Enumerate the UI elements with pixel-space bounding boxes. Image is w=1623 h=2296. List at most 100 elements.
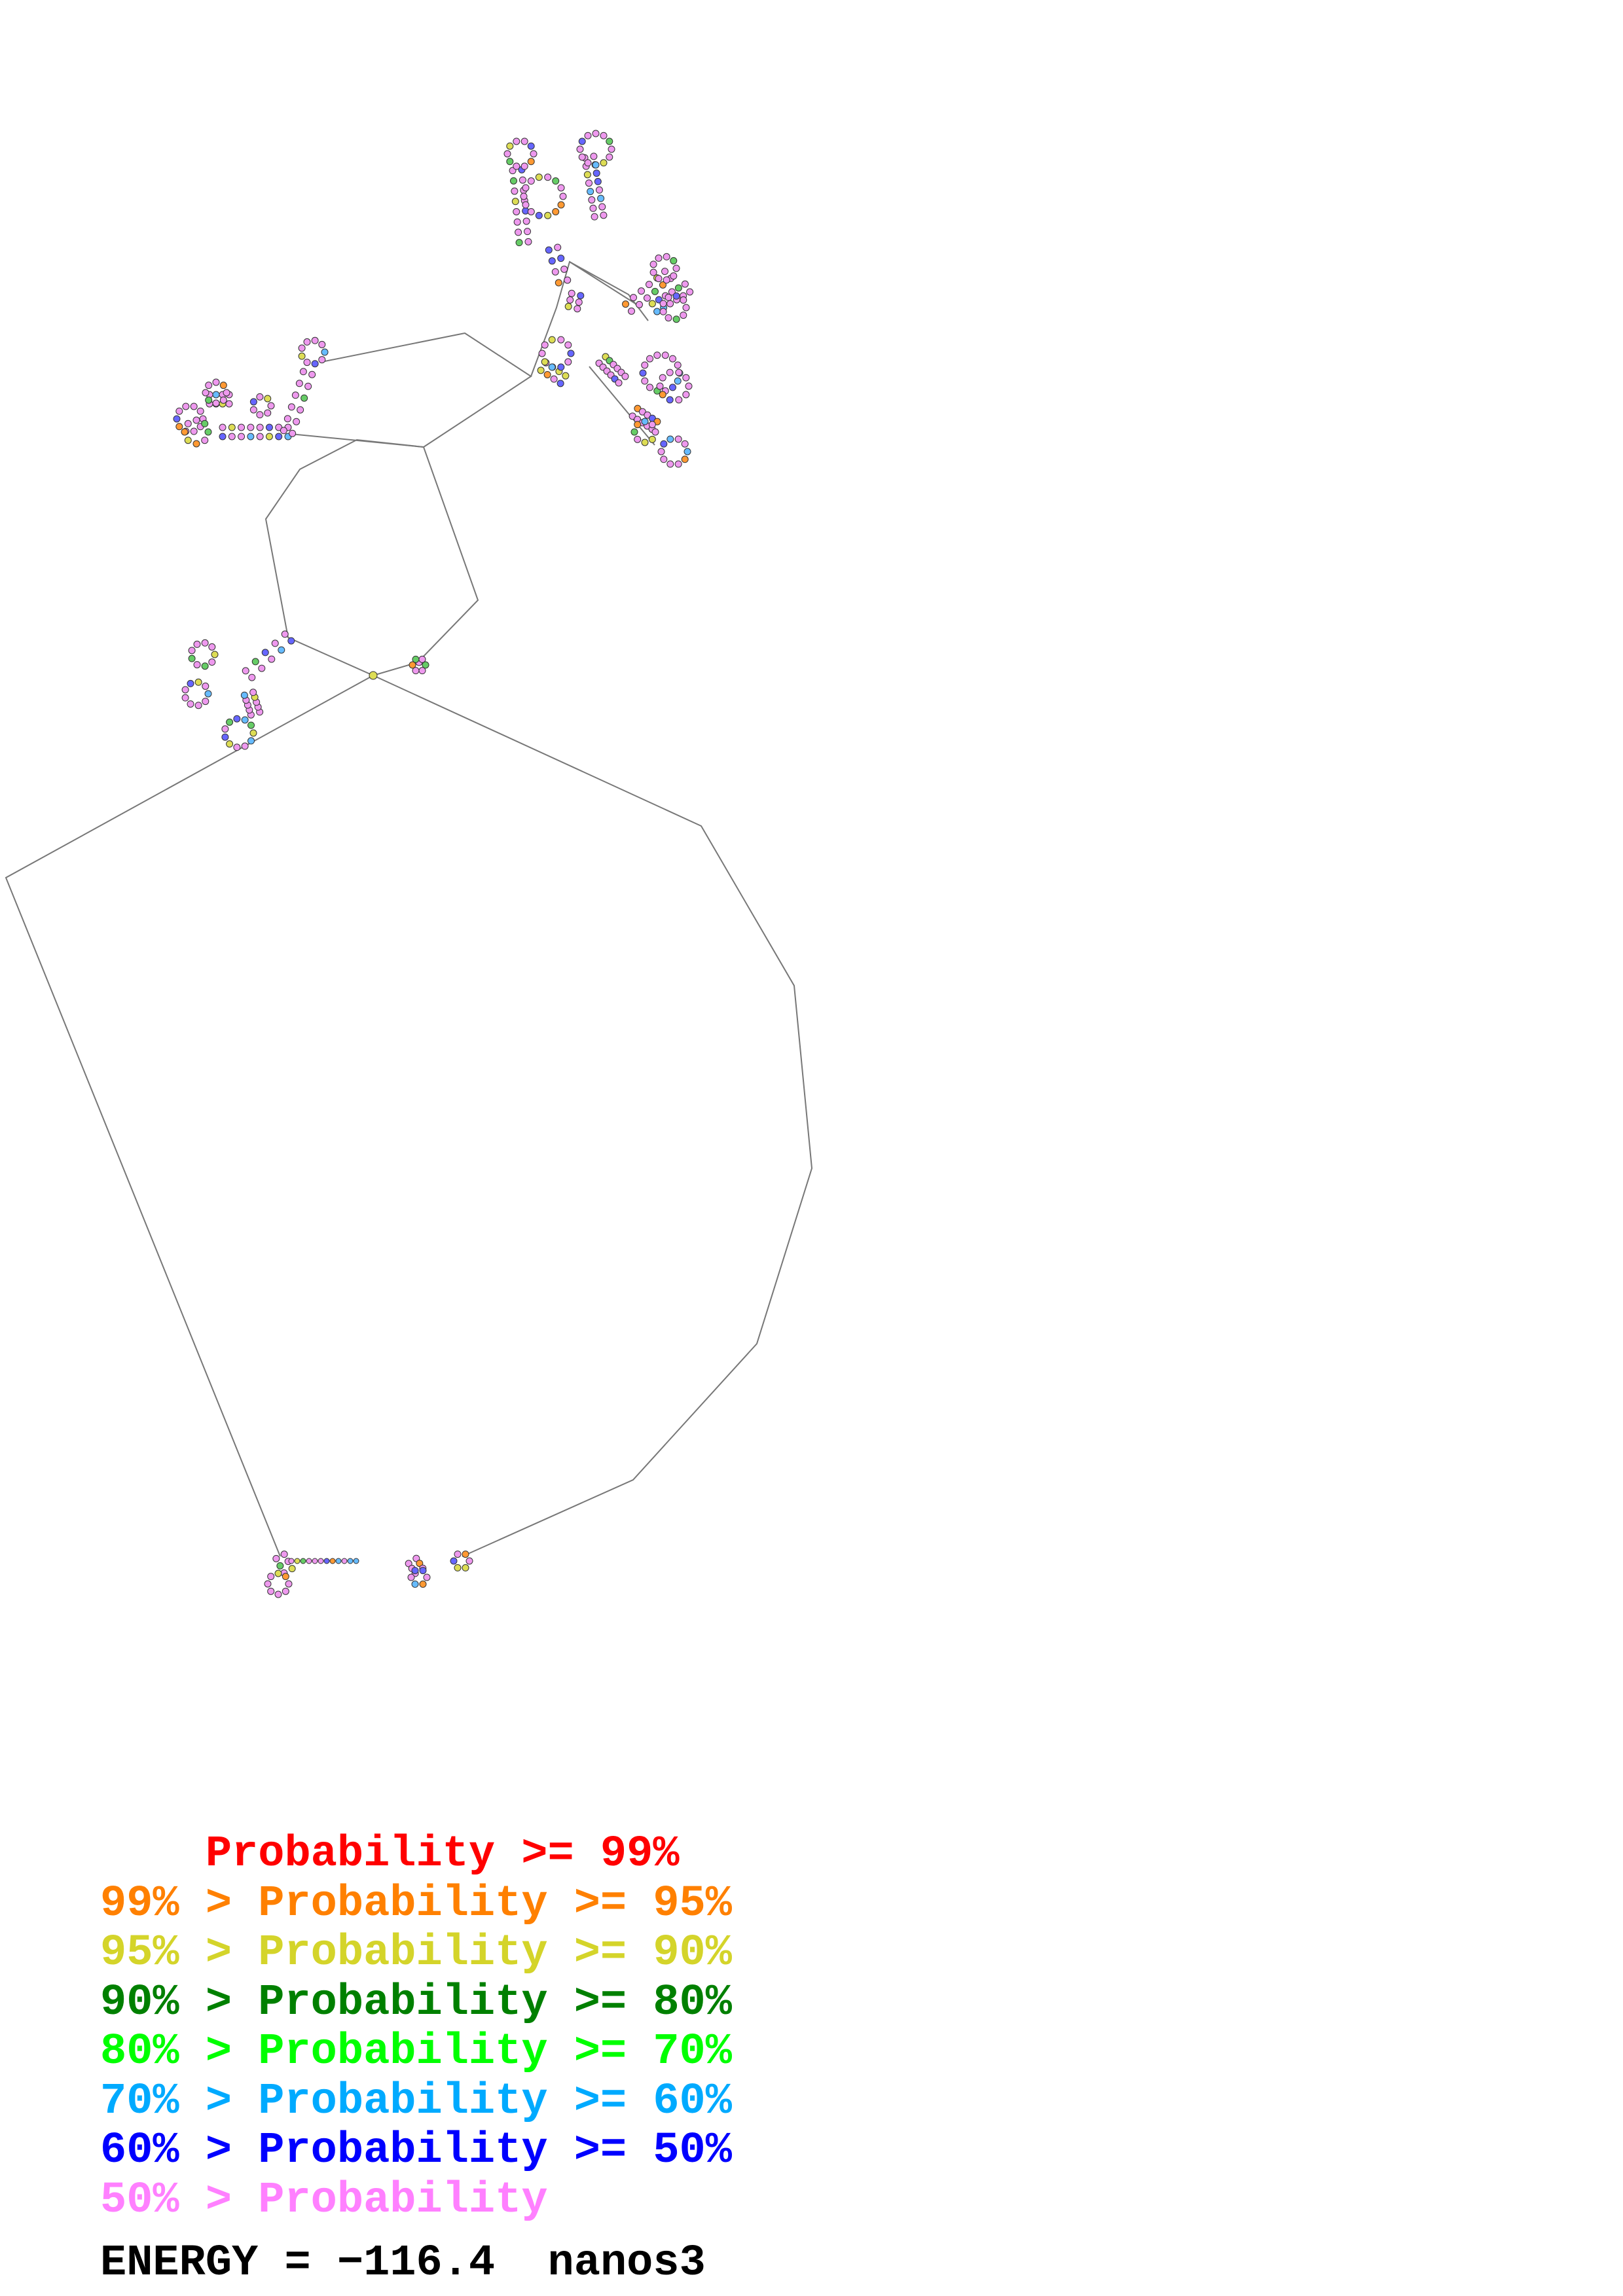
- nucleotide: [267, 1573, 275, 1581]
- nucleotide: [554, 243, 562, 251]
- nucleotide: [578, 153, 586, 161]
- nucleotide: [187, 679, 194, 687]
- nucleotide: [513, 207, 520, 215]
- nucleotide: [212, 399, 220, 407]
- nucleotide: [503, 150, 511, 158]
- nucleotide: [592, 161, 600, 169]
- nucleotide: [194, 678, 202, 686]
- nucleotide: [670, 257, 678, 264]
- nucleotide: [538, 350, 546, 357]
- nucleotide: [291, 391, 299, 399]
- nucleotide: [592, 130, 600, 137]
- nucleotide: [674, 361, 682, 369]
- nucleotide: [541, 358, 549, 366]
- nucleotide: [226, 740, 234, 748]
- nucleotide: [646, 355, 654, 363]
- nucleotide: [634, 421, 642, 429]
- nucleotide: [680, 296, 687, 304]
- nucleotide: [304, 382, 312, 390]
- nucleotide: [653, 308, 661, 315]
- nucleotide: [265, 423, 273, 431]
- rna-structure-diagram: [5, 130, 813, 1598]
- nucleotide: [606, 153, 613, 161]
- nucleotide: [318, 356, 326, 364]
- nucleotide: [298, 344, 306, 352]
- nucleotide: [287, 637, 295, 645]
- nucleotide: [655, 254, 663, 262]
- nucleotide: [283, 415, 291, 423]
- legend-entry: 90% > Probability >= 80%: [100, 1978, 732, 2028]
- nucleotide: [175, 423, 183, 431]
- nucleotide: [219, 423, 227, 431]
- nucleotide: [323, 1558, 330, 1564]
- nucleotide: [278, 646, 285, 654]
- nucleotide: [674, 377, 682, 385]
- legend-range: 50% >: [100, 2175, 259, 2225]
- backbone-segment: [290, 433, 424, 448]
- nucleotide: [308, 370, 316, 378]
- nucleotide: [635, 300, 643, 308]
- nucleotide: [649, 260, 657, 268]
- nucleotides: [173, 130, 694, 1598]
- nucleotide: [275, 433, 283, 440]
- nucleotide: [412, 655, 420, 663]
- nucleotide: [369, 671, 378, 680]
- nucleotide: [583, 171, 591, 179]
- nucleotide: [659, 281, 666, 289]
- nucleotide: [564, 358, 572, 366]
- nucleotide: [462, 1564, 469, 1571]
- nucleotide: [641, 361, 649, 369]
- nucleotide: [524, 238, 532, 245]
- nucleotide: [201, 437, 209, 444]
- nucleotide: [682, 391, 690, 399]
- nucleotide: [454, 1551, 462, 1558]
- nucleotide: [591, 213, 598, 221]
- nucleotide: [606, 137, 613, 145]
- nucleotide: [201, 662, 209, 670]
- backbone-segment: [569, 261, 649, 321]
- nucleotide: [212, 391, 220, 399]
- nucleotide: [312, 1558, 318, 1564]
- nucleotide: [519, 176, 526, 184]
- nucleotide: [299, 368, 307, 376]
- backbone: [5, 260, 813, 1557]
- nucleotide: [666, 396, 674, 404]
- nucleotide: [600, 159, 608, 167]
- backbone-segment: [373, 675, 813, 1557]
- nucleotide: [589, 204, 597, 212]
- nucleotide: [541, 341, 549, 349]
- nucleotide: [584, 132, 592, 139]
- nucleotide: [622, 300, 630, 308]
- nucleotide: [648, 435, 656, 443]
- nucleotide: [454, 1564, 462, 1571]
- nucleotide: [303, 359, 311, 367]
- nucleotide: [202, 698, 210, 706]
- nucleotide: [219, 396, 227, 404]
- nucleotide: [562, 372, 570, 380]
- nucleotide: [590, 152, 598, 160]
- nucleotide: [595, 186, 603, 194]
- backbone-segment: [324, 332, 532, 448]
- nucleotide: [267, 402, 275, 410]
- nucleotide: [627, 307, 635, 315]
- nucleotide: [506, 158, 514, 166]
- nucleotide: [578, 137, 586, 145]
- energy-value: ENERGY = −116.4: [100, 2238, 496, 2288]
- nucleotide: [256, 433, 264, 440]
- nucleotide: [248, 673, 256, 681]
- legend-range: 60% >: [100, 2126, 259, 2176]
- nucleotide: [509, 177, 517, 185]
- nucleotide: [666, 435, 674, 443]
- nucleotide: [202, 682, 210, 690]
- nucleotide: [182, 403, 190, 410]
- nucleotide: [551, 268, 559, 276]
- nucleotide: [567, 350, 575, 357]
- nucleotide: [659, 308, 667, 315]
- nucleotide: [407, 1573, 415, 1581]
- nucleotide: [659, 374, 666, 382]
- nucleotide: [653, 351, 661, 359]
- nucleotide: [204, 428, 212, 436]
- nucleotide: [247, 737, 255, 745]
- nucleotide: [184, 420, 192, 427]
- nucleotide: [557, 201, 565, 209]
